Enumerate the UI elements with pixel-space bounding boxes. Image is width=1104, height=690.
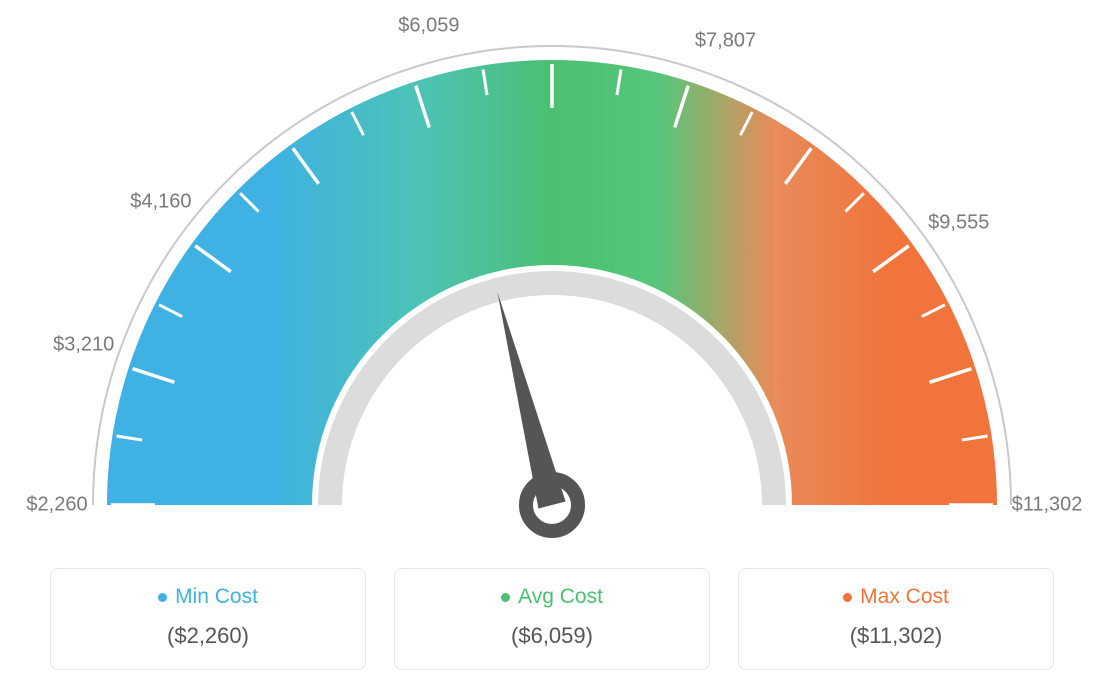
dot-icon: [158, 593, 167, 602]
gauge-tick-label: $4,160: [130, 190, 191, 213]
legend-row: Min Cost ($2,260) Avg Cost ($6,059) Max …: [50, 568, 1054, 670]
legend-value: ($11,302): [751, 623, 1041, 649]
dot-icon: [501, 593, 510, 602]
legend-card-avg: Avg Cost ($6,059): [394, 568, 710, 670]
legend-label: Avg Cost: [518, 585, 603, 609]
legend-card-min: Min Cost ($2,260): [50, 568, 366, 670]
gauge-tick-label: $3,210: [53, 333, 114, 356]
legend-label: Min Cost: [175, 585, 258, 609]
chart-container: $2,260 $3,210 $4,160 $6,059 $7,807 $9,555 $11,…: [0, 0, 1104, 690]
gauge: $2,260 $3,210 $4,160 $6,059 $7,807 $9,555 $11,…: [0, 0, 1104, 560]
legend-card-max: Max Cost ($11,302): [738, 568, 1054, 670]
gauge-tick-label: $11,302: [1012, 494, 1083, 517]
gauge-tick-label: $9,555: [928, 211, 989, 234]
dot-icon: [843, 593, 852, 602]
legend-value: ($6,059): [407, 623, 697, 649]
gauge-tick-label: $7,807: [695, 30, 756, 53]
gauge-tick-label: $2,260: [26, 494, 87, 517]
gauge-tick-label: $6,059: [398, 14, 459, 37]
legend-label: Max Cost: [860, 585, 949, 609]
legend-value: ($2,260): [63, 623, 353, 649]
